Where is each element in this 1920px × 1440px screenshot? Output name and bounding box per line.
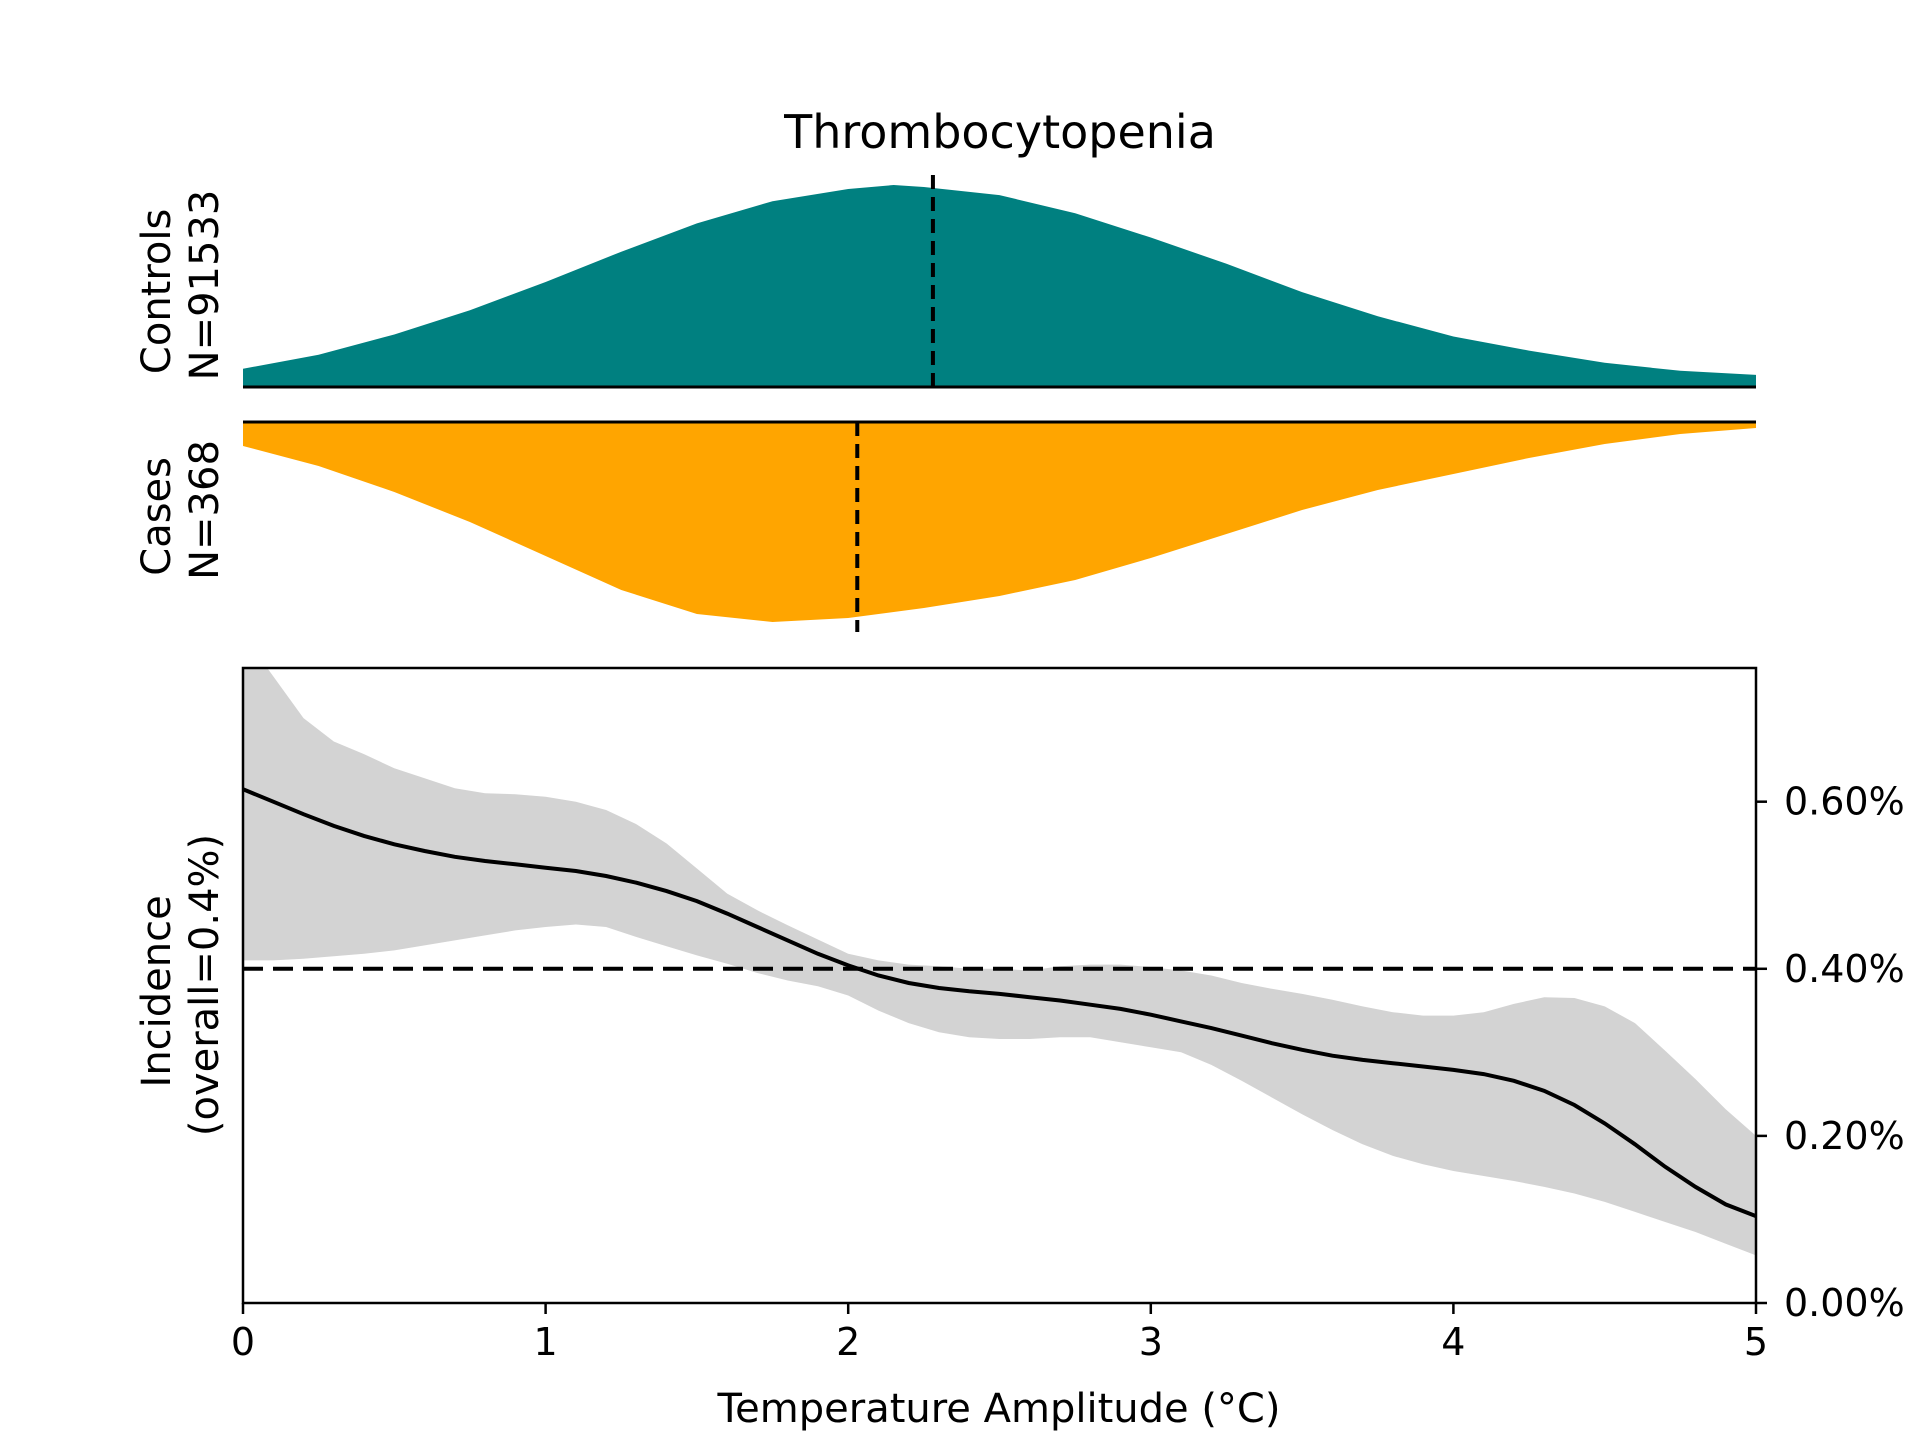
x-tick-label: 4 bbox=[1441, 1320, 1465, 1364]
y-axis-right: 0.00% 0.20% 0.40% 0.60% bbox=[1756, 780, 1905, 1325]
cases-panel: Cases N=368 bbox=[134, 420, 1756, 632]
incidence-panel: 0 1 2 3 4 5 0.00% 0.20% 0.40% 0.60% Temperature … bbox=[134, 666, 1905, 1432]
cases-label-count: N=368 bbox=[182, 440, 228, 580]
y-tick-label: 0.60% bbox=[1784, 780, 1905, 824]
x-tick-label: 5 bbox=[1744, 1320, 1768, 1364]
cases-label: Cases N=368 bbox=[134, 440, 228, 580]
controls-label: Controls N=91533 bbox=[134, 190, 228, 381]
y-tick-label: 0.00% bbox=[1784, 1281, 1905, 1325]
x-tick-label: 2 bbox=[836, 1320, 860, 1364]
chart-title: Thrombocytopenia bbox=[783, 105, 1216, 159]
incidence-curve bbox=[243, 787, 1756, 1218]
plot-frame bbox=[241, 666, 1758, 1305]
controls-panel: Controls N=91533 bbox=[134, 175, 1756, 389]
y-axis-label: Incidence (overall=0.4%) bbox=[134, 834, 228, 1136]
x-tick-label: 3 bbox=[1139, 1320, 1163, 1364]
confidence-band bbox=[243, 668, 1756, 1256]
cases-label-name: Cases bbox=[134, 457, 180, 576]
cases-density-area bbox=[243, 422, 1756, 622]
controls-density-area bbox=[243, 185, 1756, 387]
y-axis-label-line2: (overall=0.4%) bbox=[182, 834, 228, 1136]
controls-label-count: N=91533 bbox=[182, 190, 228, 381]
y-tick-label: 0.40% bbox=[1784, 947, 1905, 991]
x-tick-label: 0 bbox=[231, 1320, 255, 1364]
x-axis-label: Temperature Amplitude (°C) bbox=[717, 1386, 1281, 1432]
x-axis: 0 1 2 3 4 5 bbox=[231, 1303, 1768, 1364]
y-tick-label: 0.20% bbox=[1784, 1114, 1905, 1158]
y-axis-label-line1: Incidence bbox=[134, 895, 180, 1087]
controls-label-name: Controls bbox=[134, 209, 180, 374]
x-tick-label: 1 bbox=[534, 1320, 558, 1364]
